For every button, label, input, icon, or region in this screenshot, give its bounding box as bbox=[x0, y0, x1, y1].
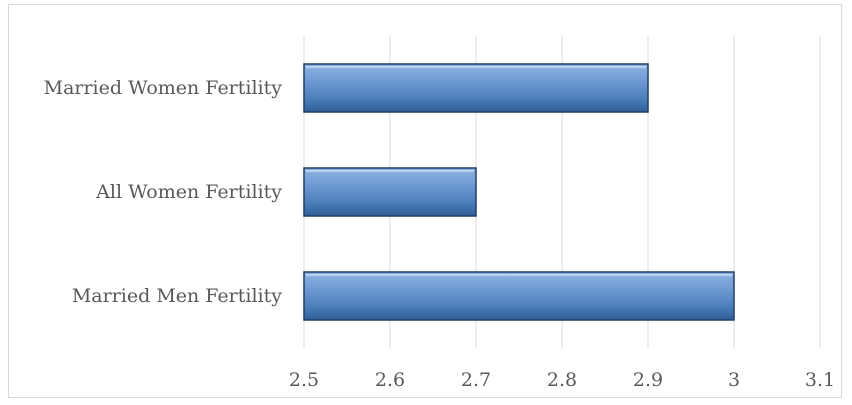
category-label: Married Men Fertility bbox=[72, 285, 282, 307]
bar-all-women-fertility bbox=[303, 167, 477, 217]
bars bbox=[303, 63, 735, 321]
x-tick-label: 2.9 bbox=[633, 369, 663, 391]
x-tick-label: 2.5 bbox=[289, 369, 319, 391]
x-tick-label: 3 bbox=[728, 369, 740, 391]
category-label: Married Women Fertility bbox=[44, 77, 283, 99]
x-tick-label: 3.1 bbox=[805, 369, 835, 391]
bar-married-women-fertility bbox=[303, 63, 649, 113]
x-tick-label: 2.8 bbox=[547, 369, 577, 391]
category-labels: Married Women Fertility All Women Fertili… bbox=[44, 77, 283, 307]
x-tick-label: 2.7 bbox=[461, 369, 491, 391]
x-tick-label: 2.6 bbox=[375, 369, 405, 391]
category-label: All Women Fertility bbox=[95, 181, 282, 203]
bar-married-men-fertility bbox=[303, 271, 735, 321]
x-axis-tick-labels: 2.5 2.6 2.7 2.8 2.9 3 3.1 bbox=[289, 369, 835, 391]
